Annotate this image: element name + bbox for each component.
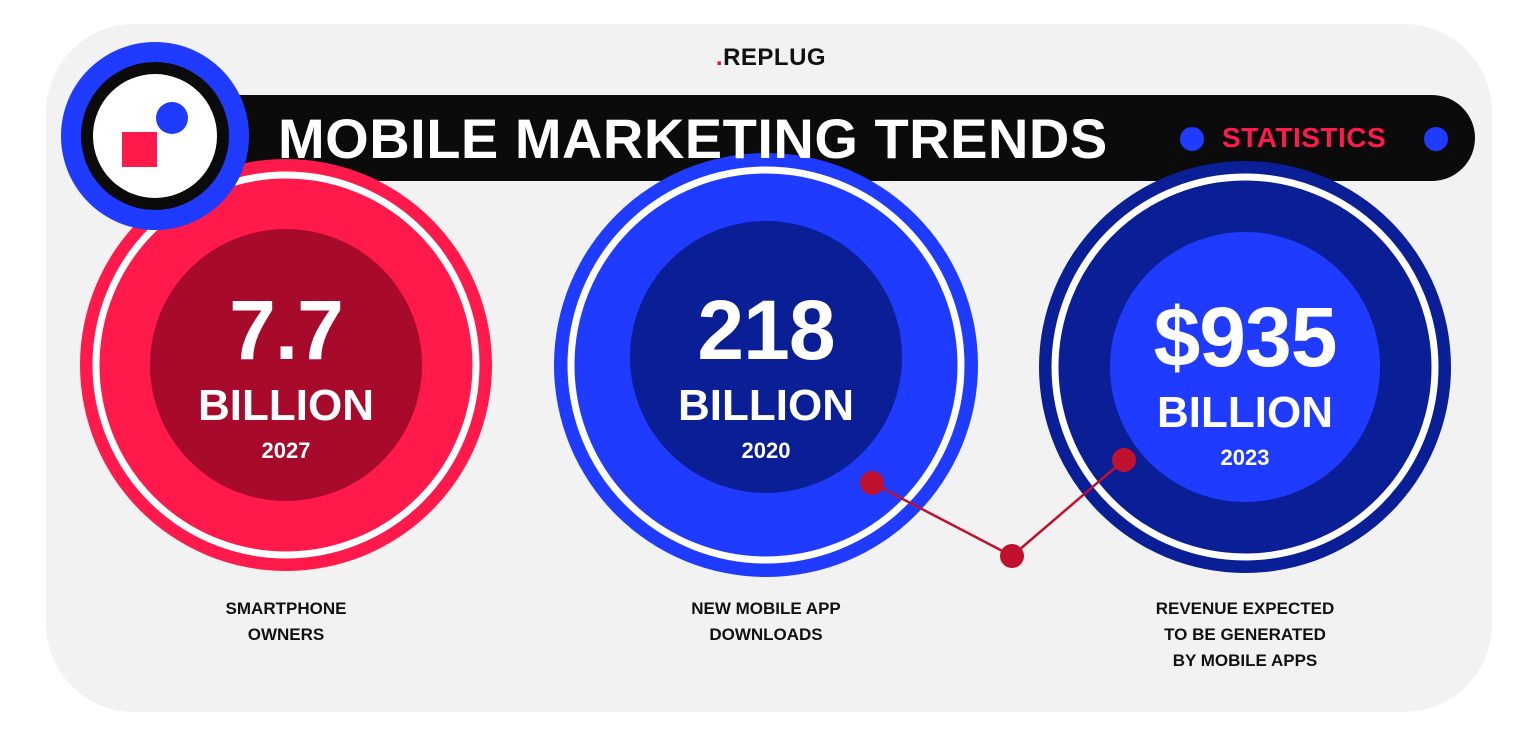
- connector-node-2: [1000, 544, 1024, 568]
- stat-1-caption: SMARTPHONE OWNERS: [225, 599, 347, 644]
- stat-3: $935 BILLION 2023: [1095, 295, 1395, 469]
- stat-2-value: 218: [697, 283, 835, 377]
- stat-circle-inner-2: [630, 221, 902, 493]
- stat-circle-ring-2: [567, 166, 965, 564]
- stat-3-year: 2023: [1220, 445, 1270, 470]
- stat-1: 7.7 BILLION 2027: [136, 288, 436, 462]
- separator-dot-left-icon: [1180, 127, 1204, 151]
- stat-circle-ring-3: [1051, 173, 1439, 561]
- stat-3-caption: REVENUE EXPECTED TO BE GENERATED BY MOBI…: [1155, 599, 1335, 670]
- brand-logo: . REPLUG: [706, 40, 836, 76]
- stat-3-unit: BILLION: [1157, 388, 1333, 437]
- stat-1-value: 7.7: [229, 283, 344, 377]
- badge-dot-icon: [156, 102, 188, 134]
- brand-prefix: .: [715, 44, 724, 71]
- stat-circle-inner-3: [1110, 232, 1380, 502]
- separator-dot-right-icon: [1424, 127, 1448, 151]
- stat-3-value: $935: [1153, 290, 1338, 384]
- stat-circle-ring-1: [92, 171, 480, 559]
- connector-node-1: [860, 471, 884, 495]
- badge-square-icon: [122, 132, 157, 167]
- brand-name: REPLUG: [723, 44, 827, 71]
- stat-2: 218 BILLION 2020: [616, 288, 916, 462]
- page-title: MOBILE MARKETING TRENDS: [278, 106, 1108, 170]
- stat-1-year: 2027: [261, 438, 311, 463]
- stat-2-caption: NEW MOBILE APP DOWNLOADS: [691, 599, 841, 644]
- page-subtitle: STATISTICS: [1222, 122, 1387, 153]
- stat-1-unit: BILLION: [198, 381, 374, 430]
- stat-2-unit: BILLION: [678, 381, 854, 430]
- stat-2-year: 2020: [741, 438, 791, 463]
- stat-circle-inner-1: [150, 229, 422, 501]
- connector-node-3: [1112, 448, 1136, 472]
